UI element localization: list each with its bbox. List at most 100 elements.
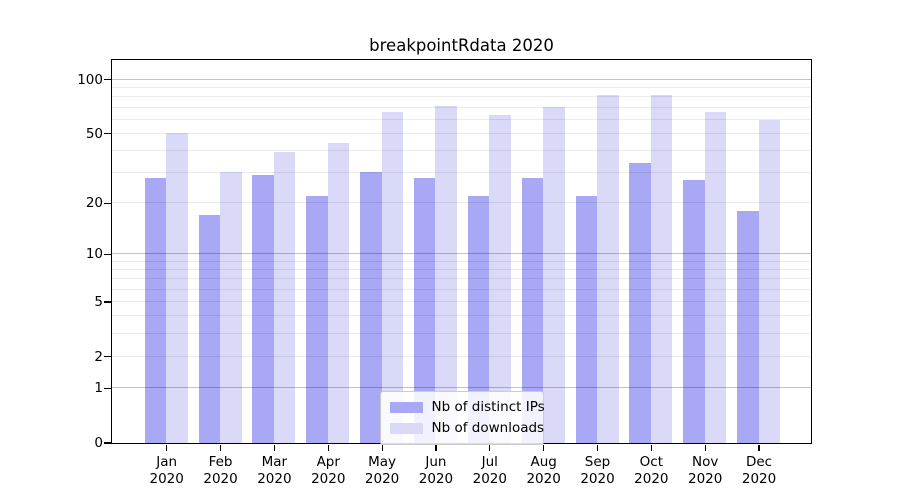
legend-swatch-downloads xyxy=(389,422,423,434)
x-tick-month: Jan xyxy=(156,454,178,470)
x-tick-year: 2020 xyxy=(741,471,777,487)
x-tick-label-dec: Dec 2020 xyxy=(727,454,791,488)
y-tick-mark-100 xyxy=(103,79,111,81)
bar-distinct-ips-may xyxy=(360,172,382,443)
bar-distinct-ips-aug xyxy=(521,177,544,443)
bar-distinct-ips-oct xyxy=(629,162,651,443)
x-tick-year: 2020 xyxy=(364,471,400,487)
x-tick-month: Nov xyxy=(692,454,719,470)
x-tick-label-feb: Feb 2020 xyxy=(189,454,253,488)
x-tick-month: Mar xyxy=(261,454,288,470)
x-tick-label-may: May 2020 xyxy=(350,454,414,488)
y-tick-mark-50 xyxy=(103,133,111,135)
x-tick-mark-feb xyxy=(219,444,222,451)
x-tick-year: 2020 xyxy=(526,471,561,487)
x-tick-label-mar: Mar 2020 xyxy=(242,454,306,488)
bar-downloads-aug xyxy=(543,107,565,443)
y-tick-mark-2 xyxy=(103,355,111,358)
minor-gridline-70 xyxy=(111,106,811,108)
bar-downloads-apr xyxy=(327,142,350,443)
y-tick-label-0: 0 xyxy=(94,435,103,451)
x-tick-mark-apr xyxy=(327,444,329,451)
x-tick-mark-jan xyxy=(166,444,168,451)
bar-distinct-ips-jun xyxy=(413,177,436,443)
x-tick-month: Dec xyxy=(745,454,773,470)
x-tick-year: 2020 xyxy=(257,471,292,487)
x-tick-month: Jul xyxy=(481,454,498,470)
x-tick-mark-sep xyxy=(596,444,599,451)
x-tick-month: Jun xyxy=(425,454,447,470)
x-tick-year: 2020 xyxy=(688,471,723,487)
x-tick-year: 2020 xyxy=(149,471,184,487)
minor-gridline-90 xyxy=(111,87,811,89)
bar-downloads-dec xyxy=(758,120,781,443)
y-tick-label-100: 100 xyxy=(77,71,103,88)
x-tick-year: 2020 xyxy=(472,471,507,487)
x-tick-year: 2020 xyxy=(634,471,669,487)
x-tick-label-jun: Jun 2020 xyxy=(404,454,468,488)
y-tick-label-50: 50 xyxy=(85,125,103,142)
x-tick-month: Aug xyxy=(530,454,557,470)
bar-distinct-ips-apr xyxy=(306,195,328,443)
bar-distinct-ips-feb xyxy=(198,215,221,443)
bar-distinct-ips-mar xyxy=(252,174,274,443)
y-tick-label-2: 2 xyxy=(94,348,103,365)
x-tick-mark-nov xyxy=(704,444,706,451)
bar-distinct-ips-nov xyxy=(683,180,705,443)
x-tick-month: May xyxy=(368,454,397,470)
y-tick-mark-1 xyxy=(103,387,111,390)
x-tick-year: 2020 xyxy=(311,471,346,487)
x-tick-label-jul: Jul 2020 xyxy=(458,454,522,488)
bar-distinct-ips-dec xyxy=(737,210,759,443)
x-tick-label-apr: Apr 2020 xyxy=(296,454,360,488)
y-tick-label-20: 20 xyxy=(85,195,103,212)
major-gridline-100 xyxy=(111,78,811,80)
bar-distinct-ips-sep xyxy=(575,195,597,443)
x-tick-year: 2020 xyxy=(418,471,454,487)
x-tick-year: 2020 xyxy=(203,471,238,487)
bar-downloads-jun xyxy=(435,106,457,443)
legend-swatch-distinct-ips xyxy=(389,401,423,413)
y-tick-mark-20 xyxy=(103,202,111,205)
bar-downloads-jan xyxy=(166,133,188,443)
bar-downloads-jul xyxy=(489,115,511,443)
x-tick-mark-mar xyxy=(273,444,275,451)
x-tick-month: Oct xyxy=(639,454,664,470)
x-tick-mark-may xyxy=(381,444,383,451)
minor-gridline-80 xyxy=(111,96,811,98)
x-tick-label-aug: Aug 2020 xyxy=(512,454,576,488)
bar-downloads-feb xyxy=(220,172,242,443)
legend-label-distinct-ips: Nb of distinct IPs xyxy=(431,399,545,415)
x-tick-label-nov: Nov 2020 xyxy=(673,454,737,488)
y-tick-mark-5 xyxy=(103,301,111,303)
x-tick-month: Sep xyxy=(584,454,611,470)
y-tick-label-1: 1 xyxy=(94,380,103,397)
bar-distinct-ips-jan xyxy=(144,177,167,443)
x-tick-label-jan: Jan 2020 xyxy=(135,454,199,488)
x-tick-month: Feb xyxy=(208,454,233,470)
x-tick-mark-aug xyxy=(543,444,545,451)
bar-downloads-sep xyxy=(597,94,619,443)
bar-distinct-ips-jul xyxy=(467,195,490,443)
bar-downloads-oct xyxy=(650,94,673,443)
x-tick-mark-jun xyxy=(435,444,437,451)
x-tick-label-oct: Oct 2020 xyxy=(619,454,683,488)
y-tick-label-5: 5 xyxy=(94,294,103,311)
legend-label-downloads: Nb of downloads xyxy=(431,420,545,436)
legend: Nb of distinct IPs Nb of downloads xyxy=(379,390,545,445)
bar-downloads-nov xyxy=(704,111,727,443)
chart-title: breakpointRdata 2020 xyxy=(369,36,554,55)
x-tick-mark-jul xyxy=(489,444,491,451)
y-tick-label-10: 10 xyxy=(85,246,103,263)
x-tick-mark-oct xyxy=(650,444,652,451)
legend-item-distinct-ips: Nb of distinct IPs xyxy=(389,397,545,418)
bar-downloads-mar xyxy=(273,152,296,443)
x-tick-mark-dec xyxy=(758,444,760,451)
y-tick-mark-0 xyxy=(103,442,111,444)
x-tick-label-sep: Sep 2020 xyxy=(566,454,630,488)
x-tick-year: 2020 xyxy=(580,471,615,487)
bar-downloads-may xyxy=(381,111,404,443)
y-tick-mark-10 xyxy=(103,253,111,255)
legend-item-downloads: Nb of downloads xyxy=(389,418,544,439)
